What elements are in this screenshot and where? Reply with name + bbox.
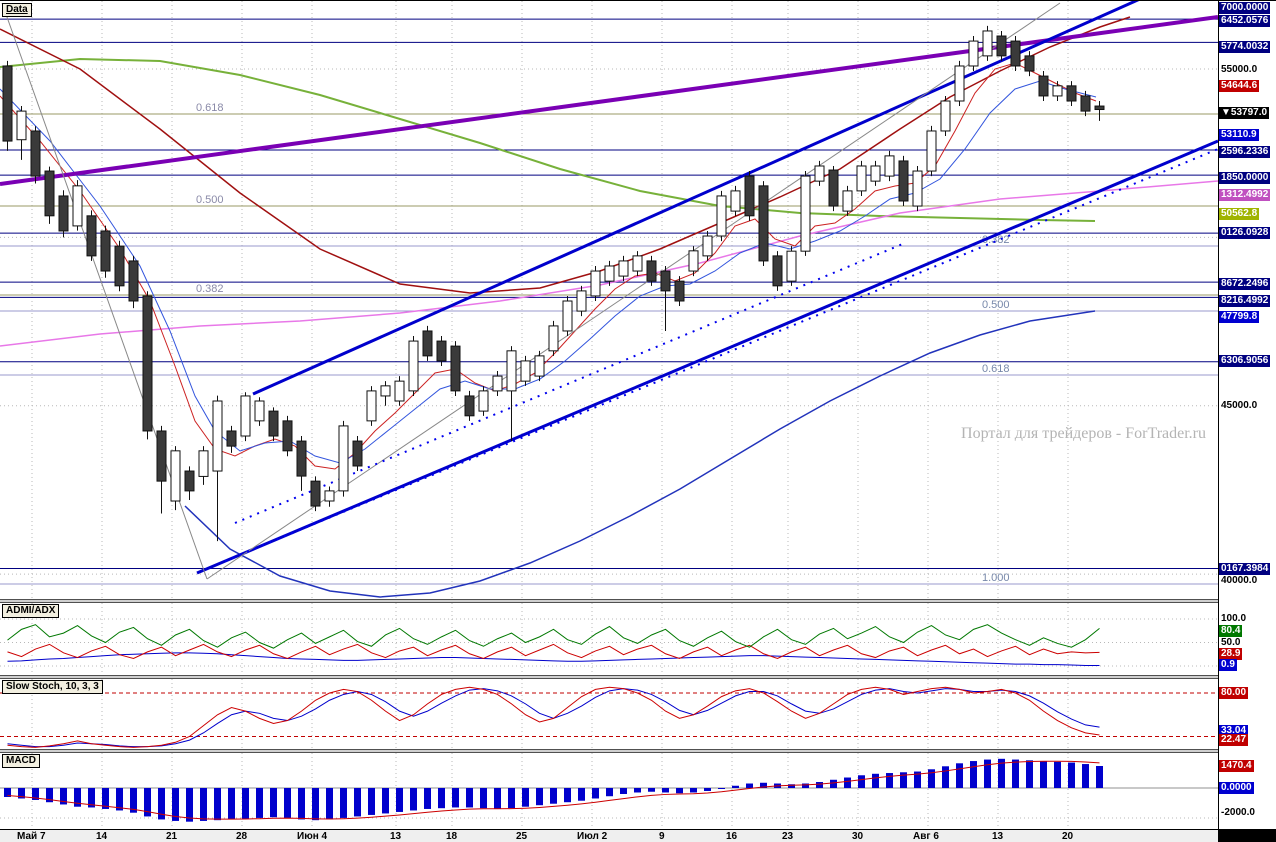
adx-indicator-canvas[interactable] <box>0 603 1218 675</box>
price-scale-label: 80.00 <box>1219 687 1249 699</box>
time-axis-label: 13 <box>992 831 1004 842</box>
svg-text:0.618: 0.618 <box>982 363 1010 375</box>
price-scale-label: 0.0000 <box>1219 782 1254 794</box>
stoch-panel-title: Slow Stoch, 10, 3, 3 <box>2 680 103 694</box>
price-scale-label: 50.0 <box>1221 637 1241 648</box>
time-axis-label: 23 <box>782 831 794 842</box>
time-axis-label: Май 7 <box>17 831 46 842</box>
price-scale-label: 1312.4992 <box>1219 189 1271 201</box>
time-axis-label: 14 <box>96 831 108 842</box>
price-scale-label: 80.4 <box>1219 625 1243 637</box>
time-axis-label: 30 <box>852 831 864 842</box>
price-scale-label: 53110.9 <box>1219 129 1259 141</box>
time-axis-label: 20 <box>1062 831 1074 842</box>
macd-indicator-canvas[interactable] <box>0 753 1218 829</box>
time-axis-label: 21 <box>166 831 178 842</box>
price-scale-label: 6452.0576 <box>1219 15 1271 27</box>
price-scale-label: 0167.3984 <box>1219 563 1271 575</box>
time-axis-label: Июн 4 <box>297 831 328 842</box>
price-scale-label: 54644.6 <box>1219 80 1260 92</box>
stoch-indicator-canvas[interactable] <box>0 679 1218 749</box>
price-scale-label: 28.9 <box>1219 648 1243 660</box>
data-window-button[interactable]: Data <box>2 3 32 17</box>
time-axis-label: Авг 6 <box>913 831 939 842</box>
time-axis[interactable]: Май 7 14 21 28 Июн 4 13 18 25 Июл 2 9 16 23 30 Авг 6 1… <box>0 829 1218 842</box>
svg-text:0.618: 0.618 <box>196 102 224 114</box>
price-scale-label: 8216.4992 <box>1219 295 1271 307</box>
time-axis-label: Июл 2 <box>577 831 608 842</box>
time-axis-label: 18 <box>446 831 458 842</box>
time-axis-label: 9 <box>659 831 665 842</box>
time-axis-label: 16 <box>726 831 738 842</box>
price-scale[interactable]: 7000.0000 6452.0576 5774.0032 55000.0 54644.… <box>1218 1 1276 829</box>
price-scale-label: 8672.2496 <box>1219 278 1271 290</box>
price-scale-label: ▼53797.0 <box>1219 107 1270 119</box>
price-scale-label: 47799.8 <box>1219 311 1260 323</box>
price-scale-label: 55000.0 <box>1221 64 1258 75</box>
time-axis-label: 25 <box>516 831 528 842</box>
svg-text:0.500: 0.500 <box>196 194 224 206</box>
time-axis-label: 28 <box>236 831 248 842</box>
price-scale-label: 2596.2336 <box>1219 146 1271 158</box>
price-scale-label: 45000.0 <box>1221 400 1258 411</box>
price-scale-label: 50562.8 <box>1219 208 1260 220</box>
price-scale-label: 0.9 <box>1219 659 1237 671</box>
panel-divider[interactable] <box>0 599 1218 603</box>
price-scale-label: 22.47 <box>1219 734 1249 746</box>
macd-panel-title: MACD <box>2 754 40 768</box>
svg-text:1.000: 1.000 <box>982 572 1010 584</box>
price-scale-label: -2000.0 <box>1221 807 1255 818</box>
panel-divider[interactable] <box>0 749 1218 753</box>
watermark: Портал для трейдеров - ForTrader.ru <box>961 425 1206 442</box>
scale-corner-box <box>1218 829 1276 842</box>
price-scale-label: 100.0 <box>1221 613 1247 624</box>
price-scale-label: 5774.0032 <box>1219 41 1271 53</box>
price-scale-label: 0126.0928 <box>1219 227 1271 239</box>
price-scale-label: 40000.0 <box>1221 575 1258 586</box>
svg-text:0.500: 0.500 <box>982 299 1010 311</box>
svg-text:0.382: 0.382 <box>196 283 224 295</box>
price-scale-label: 1470.4 <box>1219 760 1254 772</box>
adx-panel-title: ADMI/ADX <box>2 604 60 618</box>
price-scale-label: 6306.9056 <box>1219 355 1271 367</box>
panel-divider[interactable] <box>0 675 1218 679</box>
time-axis-label: 13 <box>390 831 402 842</box>
price-scale-label: 1850.0000 <box>1219 172 1271 184</box>
price-scale-label: 7000.0000 <box>1219 2 1271 14</box>
